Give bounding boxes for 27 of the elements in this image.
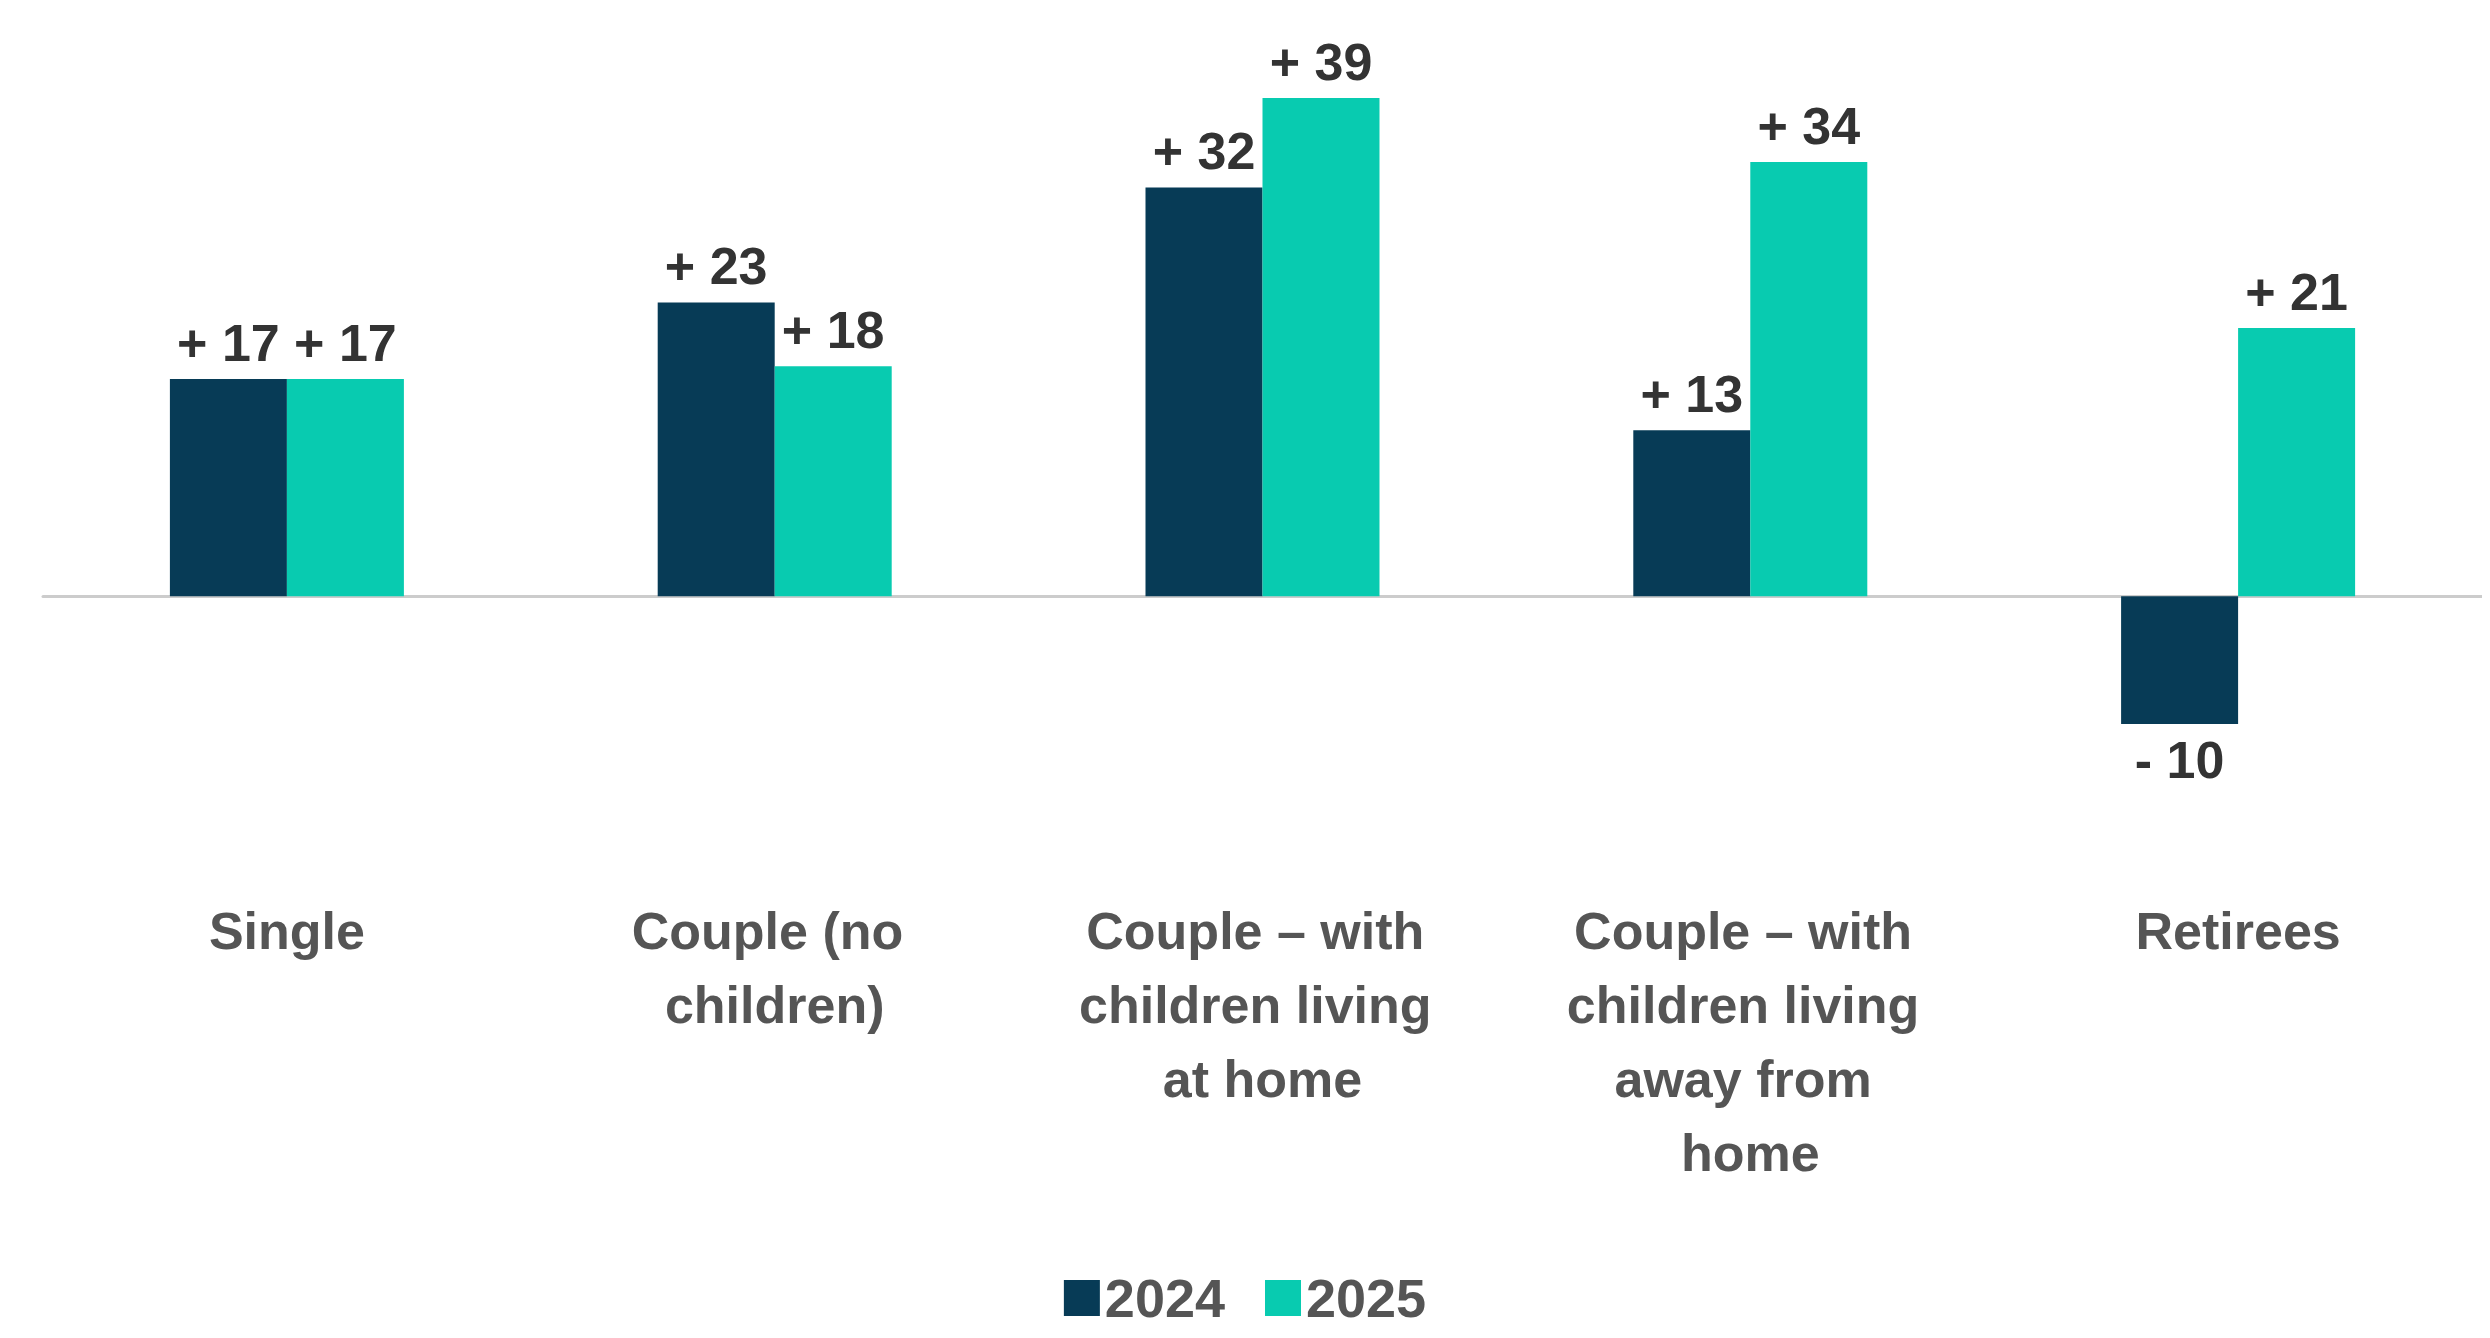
bar — [1262, 98, 1380, 597]
bar — [2238, 327, 2356, 597]
x-tick-label: Couple (no children) — [631, 902, 918, 1034]
x-tick-label: Retirees — [2135, 902, 2341, 960]
x-tick-label: Single — [208, 902, 365, 960]
bar — [774, 366, 892, 597]
data-label: - 10 — [2134, 731, 2225, 789]
bar — [1633, 430, 1751, 597]
data-label: + 39 — [1269, 33, 1373, 91]
data-label: + 21 — [2245, 262, 2348, 321]
bar — [1750, 161, 1868, 597]
data-label: + 23 — [664, 237, 768, 296]
data-label: + 32 — [1152, 122, 1256, 181]
x-tick-label: Couple – with children living at home — [1079, 902, 1446, 1108]
legend-label: 2025 — [1306, 1268, 1427, 1328]
bar — [2121, 596, 2239, 724]
legend-label: 2024 — [1104, 1268, 1226, 1328]
bar — [657, 302, 775, 597]
data-label: + 17 — [294, 314, 397, 373]
bar — [286, 379, 404, 597]
data-label: + 34 — [1757, 96, 1861, 155]
data-label: + 17 — [177, 314, 280, 373]
data-label: + 18 — [781, 301, 885, 360]
x-tick-label: Couple – with children living away from home — [1566, 902, 1934, 1182]
bar — [169, 379, 287, 597]
bar — [1145, 187, 1263, 597]
data-label: + 13 — [1640, 365, 1744, 424]
